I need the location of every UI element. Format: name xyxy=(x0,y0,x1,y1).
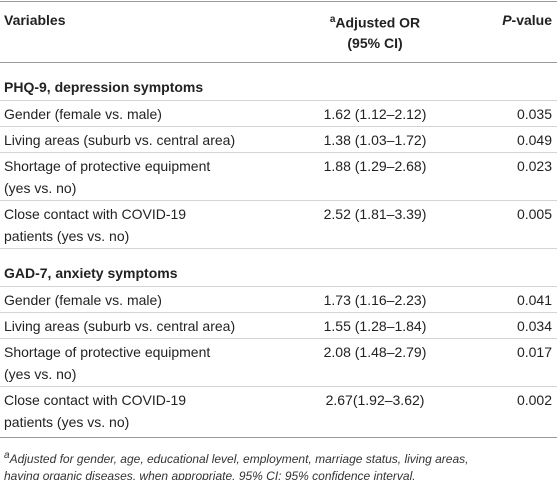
variable: patients (yes vs. no) xyxy=(4,228,130,244)
variable: (yes vs. no) xyxy=(4,366,77,382)
p-value: 0.035 xyxy=(516,106,552,122)
footnote: having organic diseases, when appropriat… xyxy=(4,467,416,480)
adjusted-or: 2.52 (1.81–3.39) xyxy=(323,206,427,222)
variable: Shortage of protective equipment xyxy=(4,344,211,360)
rule xyxy=(0,437,557,438)
p-value: 0.002 xyxy=(516,392,552,408)
adjusted-or: 1.88 (1.29–2.68) xyxy=(323,158,427,174)
rule xyxy=(0,248,557,249)
p-value: 0.049 xyxy=(516,132,552,148)
rule xyxy=(0,152,557,153)
p-value: 0.034 xyxy=(516,318,552,334)
p-value: 0.017 xyxy=(516,344,552,360)
variable: patients (yes vs. no) xyxy=(4,414,130,430)
rule xyxy=(0,1,557,2)
rule xyxy=(0,286,557,287)
adjusted-or: 1.62 (1.12–2.12) xyxy=(323,106,427,122)
rule xyxy=(0,312,557,313)
rule xyxy=(0,100,557,101)
column-header: Variables xyxy=(4,12,66,28)
superscript: a xyxy=(329,14,336,25)
column-header: (95% CI) xyxy=(347,35,403,51)
rule xyxy=(0,200,557,201)
column-header: aAdjusted OR xyxy=(330,11,420,32)
column-header: P-value xyxy=(502,11,552,29)
variable: Close contact with COVID-19 xyxy=(4,392,187,408)
italic-text: P xyxy=(502,12,512,28)
rule xyxy=(0,338,557,339)
adjusted-or: 1.38 (1.03–1.72) xyxy=(323,132,427,148)
rule xyxy=(0,62,557,63)
p-value: 0.041 xyxy=(516,292,552,308)
variable: Gender (female vs. male) xyxy=(4,106,162,122)
adjusted-or: 1.73 (1.16–2.23) xyxy=(323,292,427,308)
adjusted-or: 2.67(1.92–3.62) xyxy=(325,392,425,408)
adjusted-or: 2.08 (1.48–2.79) xyxy=(323,344,427,360)
superscript: a xyxy=(4,450,10,461)
p-value: 0.005 xyxy=(516,206,552,222)
variable: Living areas (suburb vs. central area) xyxy=(4,132,236,148)
footnote-text: Adjusted for gender, age, educational le… xyxy=(9,452,469,466)
rule xyxy=(0,386,557,387)
section-title: PHQ-9, depression symptoms xyxy=(4,79,204,95)
p-value: 0.023 xyxy=(516,158,552,174)
variable: Gender (female vs. male) xyxy=(4,292,162,308)
adjusted-or: 1.55 (1.28–1.84) xyxy=(323,318,427,334)
section-title: GAD-7, anxiety symptoms xyxy=(4,265,178,281)
header-text: -value xyxy=(511,12,552,28)
variable: Living areas (suburb vs. central area) xyxy=(4,318,236,334)
variable: (yes vs. no) xyxy=(4,180,77,196)
footnote: aAdjusted for gender, age, educational l… xyxy=(4,447,469,468)
variable: Shortage of protective equipment xyxy=(4,158,211,174)
rule xyxy=(0,126,557,127)
header-text: Adjusted OR xyxy=(335,14,421,31)
variable: Close contact with COVID-19 xyxy=(4,206,187,222)
footnote-text: having organic diseases, when appropriat… xyxy=(4,469,416,480)
